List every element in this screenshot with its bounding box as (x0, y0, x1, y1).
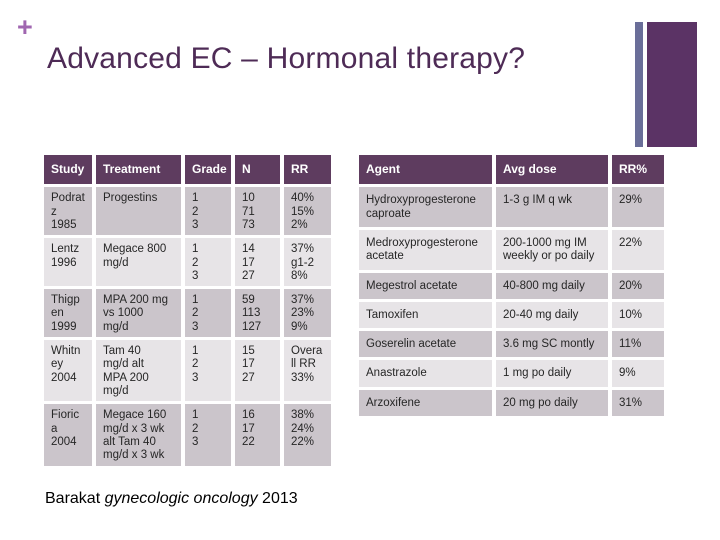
study-results-table: Study Treatment Grade N RR Podratz 1985 … (44, 155, 331, 466)
cell-rr-pct: 29% (612, 187, 664, 227)
cell-dose: 40-800 mg daily (496, 272, 608, 299)
cell-study: Thigpen 1999 (44, 289, 92, 338)
cell-rr: 40% 15% 2% (284, 187, 331, 236)
cell-dose: 200-1000 mg IM weekly or po daily (496, 229, 608, 270)
cell-dose: 1 mg po daily (496, 360, 608, 387)
cell-n: 16 17 22 (235, 404, 280, 466)
cell-dose: 20-40 mg daily (496, 301, 608, 329)
cell-grade: 1 2 3 (185, 289, 231, 338)
cell-dose: 20 mg po daily (496, 389, 608, 417)
cell-study: Podratz 1985 (44, 187, 92, 236)
cell-rr: 37% 23% 9% (284, 289, 331, 338)
accent-bar-wide (647, 22, 697, 147)
cell-agent: Arzoxifene (359, 389, 492, 417)
cell-rr-pct: 11% (612, 331, 664, 358)
cell-rr: 38% 24% 22% (284, 404, 331, 466)
cell-study: Fiorica 2004 (44, 404, 92, 466)
column-header-n: N (235, 155, 280, 185)
cell-grade: 1 2 3 (185, 238, 231, 287)
column-header-rr-pct: RR% (612, 155, 664, 185)
cell-treatment: Tam 40 mg/d alt MPA 200 mg/d (96, 340, 181, 402)
cell-rr-pct: 10% (612, 301, 664, 329)
cell-agent: Hydroxyprogesterone caproate (359, 187, 492, 227)
cell-study: Lentz 1996 (44, 238, 92, 287)
cell-grade: 1 2 3 (185, 404, 231, 466)
column-header-study: Study (44, 155, 92, 185)
cell-agent: Goserelin acetate (359, 331, 492, 358)
citation-year: 2013 (257, 490, 298, 507)
cell-rr-pct: 20% (612, 272, 664, 299)
cell-rr: 37% g1-2 8% (284, 238, 331, 287)
cell-grade: 1 2 3 (185, 340, 231, 402)
citation-journal: gynecologic oncology (104, 490, 258, 507)
cell-agent: Anastrazole (359, 360, 492, 387)
cell-dose: 1-3 g IM q wk (496, 187, 608, 227)
column-header-avg-dose: Avg dose (496, 155, 608, 185)
cell-treatment: Megace 160 mg/d x 3 wk alt Tam 40 mg/d x… (96, 404, 181, 466)
cell-n: 10 71 73 (235, 187, 280, 236)
cell-grade: 1 2 3 (185, 187, 231, 236)
accent-bar-thin (635, 22, 643, 147)
cell-rr: Overall RR 33% (284, 340, 331, 402)
cell-rr-pct: 22% (612, 229, 664, 270)
cell-n: 59 113 127 (235, 289, 280, 338)
cell-agent: Tamoxifen (359, 301, 492, 329)
citation-author: Barakat (45, 490, 105, 507)
cell-agent: Medroxyprogesterone acetate (359, 229, 492, 270)
cell-treatment: Progestins (96, 187, 181, 236)
cell-n: 14 17 27 (235, 238, 280, 287)
cell-rr-pct: 9% (612, 360, 664, 387)
cell-dose: 3.6 mg SC montly (496, 331, 608, 358)
column-header-treatment: Treatment (96, 155, 181, 185)
column-header-grade: Grade (185, 155, 231, 185)
citation: Barakat gynecologic oncology 2013 (45, 490, 298, 508)
slide-title: Advanced EC – Hormonal therapy? (47, 42, 526, 75)
cell-agent: Megestrol acetate (359, 272, 492, 299)
column-header-rr: RR (284, 155, 331, 185)
cell-study: Whitney 2004 (44, 340, 92, 402)
column-header-agent: Agent (359, 155, 492, 185)
cell-treatment: MPA 200 mg vs 1000 mg/d (96, 289, 181, 338)
plus-bullet-icon: + (17, 12, 33, 42)
cell-rr-pct: 31% (612, 389, 664, 417)
agent-dose-table: Agent Avg dose RR% Hydroxyprogesterone c… (359, 155, 664, 417)
cell-treatment: Megace 800 mg/d (96, 238, 181, 287)
cell-n: 15 17 27 (235, 340, 280, 402)
